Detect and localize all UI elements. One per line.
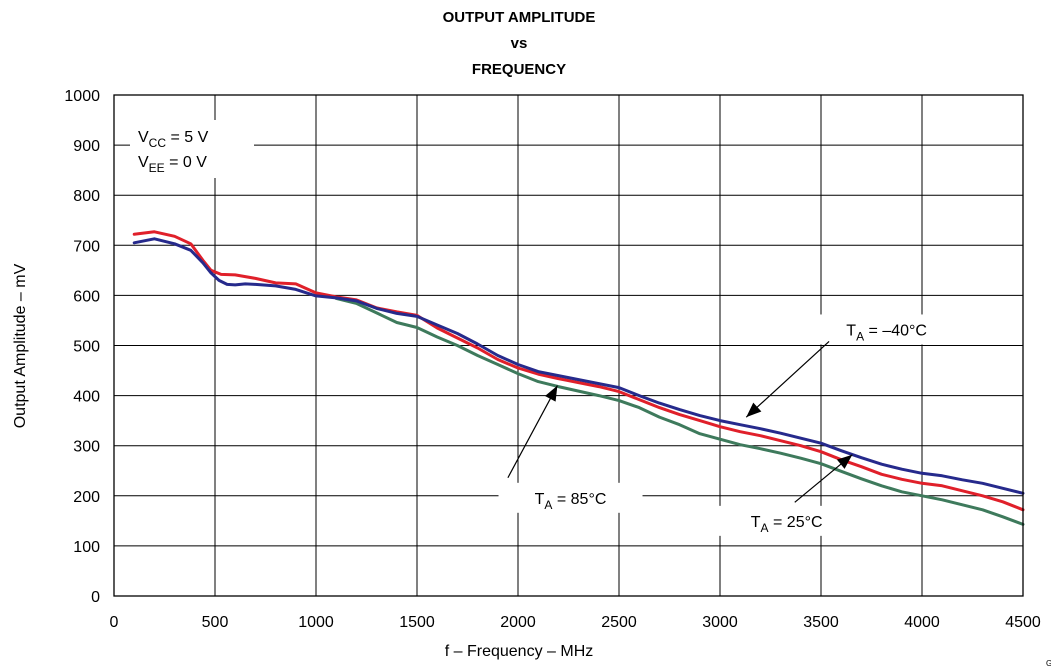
annotation-arrow-line-0: [745, 341, 830, 418]
annotation-label-0: TA = –40°C: [846, 322, 927, 343]
conditions-bg: [130, 120, 254, 178]
x-tick-labels: 0 500 1000 1500 2000 2500 3000 3500 4000 4500: [110, 614, 1041, 631]
x-tick-label-0: 0: [110, 614, 119, 631]
y-tick-label-400: 400: [73, 389, 100, 406]
y-tick-label-300: 300: [73, 439, 100, 456]
x-tick-label-4000: 4000: [904, 614, 940, 631]
condition-line-1: VEE = 0 V: [138, 154, 207, 175]
chart-title-line-2: vs: [511, 35, 528, 52]
annotation-bg-1: [714, 505, 859, 536]
chart-title-line-3: FREQUENCY: [472, 61, 566, 78]
series-lines: [132, 230, 1025, 526]
y-tick-label-900: 900: [73, 138, 100, 155]
annotation-bg-0: [814, 314, 959, 345]
x-tick-label-4500: 4500: [1005, 614, 1041, 631]
figure-id: G001: [1046, 659, 1051, 668]
y-tick-label-100: 100: [73, 539, 100, 556]
grid: [114, 95, 1023, 596]
series-line-0: [132, 230, 1025, 512]
y-tick-label-1000: 1000: [64, 88, 100, 105]
conditions-label: VCC = 5 V VEE = 0 V: [130, 120, 254, 178]
annotation-label-2: TA = 85°C: [535, 491, 607, 512]
series-line-2: [334, 296, 1025, 526]
annotation-bg-2: [498, 482, 643, 513]
y-axis-label: Output Amplitude – mV: [12, 263, 29, 428]
series-line-1: [132, 237, 1025, 495]
x-tick-label-2500: 2500: [601, 614, 637, 631]
x-tick-label-1000: 1000: [298, 614, 334, 631]
y-tick-label-200: 200: [73, 489, 100, 506]
condition-line-0: VCC = 5 V: [138, 129, 209, 150]
y-tick-label-500: 500: [73, 339, 100, 356]
x-tick-label-3500: 3500: [803, 614, 839, 631]
y-tick-label-800: 800: [73, 188, 100, 205]
annotations: TA = –40°C TA = 25°C TA = 85°C: [498, 314, 959, 536]
chart-title: OUTPUT AMPLITUDE vs FREQUENCY: [443, 9, 596, 78]
x-tick-label-2000: 2000: [500, 614, 536, 631]
plot-frame: [113, 94, 1024, 597]
x-tick-label-3000: 3000: [702, 614, 738, 631]
y-tick-label-700: 700: [73, 238, 100, 255]
y-tick-labels: 0 100 200 300 400 500 600 700 800 900 1000: [64, 88, 100, 606]
annotation-arrow-line-2: [507, 385, 558, 479]
y-tick-label-0: 0: [91, 589, 100, 606]
y-tick-label-600: 600: [73, 288, 100, 305]
annotation-arrowhead-2: [545, 385, 558, 402]
annotation-arrowhead-1: [836, 454, 853, 469]
x-axis-label: f – Frequency – MHz: [445, 643, 594, 660]
x-tick-label-500: 500: [202, 614, 229, 631]
annotation-arrowhead-0: [746, 402, 762, 418]
chart-title-line-1: OUTPUT AMPLITUDE: [443, 9, 596, 26]
annotation-label-1: TA = 25°C: [751, 514, 823, 535]
x-tick-label-1500: 1500: [399, 614, 435, 631]
